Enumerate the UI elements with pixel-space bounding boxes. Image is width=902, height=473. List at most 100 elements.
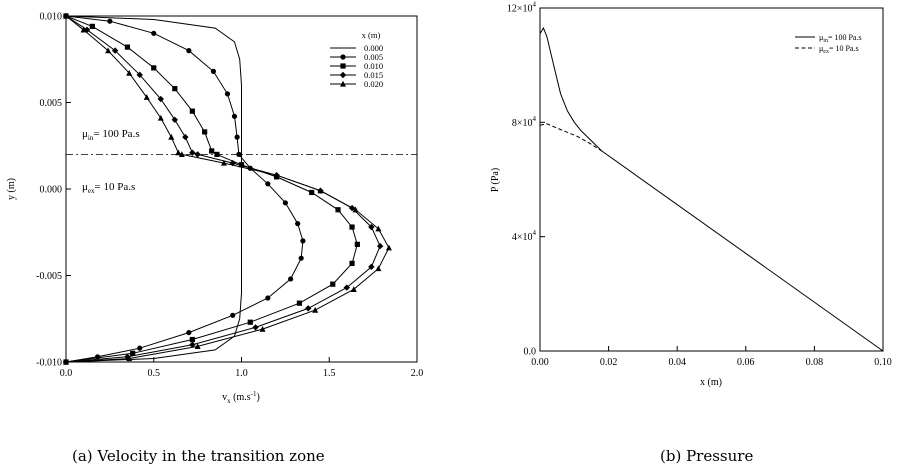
data-point [350, 286, 357, 292]
data-point [234, 134, 240, 140]
pressure-y-axis-label: P (Pa) [490, 168, 501, 192]
x-tick-label: 0.0 [60, 368, 73, 379]
data-point [352, 206, 359, 213]
data-point [304, 305, 312, 312]
data-point [376, 242, 384, 250]
data-point [151, 65, 157, 71]
data-point [168, 133, 175, 140]
data-point [63, 358, 69, 365]
legend-marker [340, 80, 346, 87]
legend-label: μin= 100 Pa.s [819, 33, 862, 44]
data-point [89, 23, 95, 29]
data-point [171, 116, 179, 123]
data-point [126, 355, 133, 362]
data-point [317, 187, 324, 194]
data-point [194, 343, 201, 350]
data-point [375, 225, 382, 232]
data-point [209, 148, 215, 154]
velocity-series [63, 13, 360, 365]
data-point [335, 207, 341, 213]
data-point [265, 295, 271, 301]
data-point [296, 300, 303, 306]
data-point [231, 113, 238, 119]
data-point [309, 189, 315, 196]
velocity-chart: 0.0 0.5 1.0 1.5 2.0-0.010-0.0050.0000.0050.0… [6, 12, 423, 406]
legend-label: 0.015 [364, 70, 383, 80]
y-tick-label: 8×104 [512, 115, 537, 129]
y-tick-label: -0.005 [36, 271, 62, 282]
y-tick-label: 12×104 [507, 1, 537, 15]
x-tick-label: 0.5 [148, 368, 161, 379]
data-point [111, 47, 119, 54]
data-point [63, 12, 69, 19]
legend-marker [340, 54, 346, 60]
data-point [137, 345, 143, 351]
data-point [189, 341, 196, 348]
x-tick-label: 0.00 [531, 357, 549, 368]
velocity-x-axis-label: vx (m.s-1) [222, 390, 260, 405]
y-tick-label: 0.010 [40, 12, 63, 23]
data-point [259, 325, 266, 332]
data-point [300, 238, 306, 244]
x-tick-label: 0.04 [668, 357, 686, 368]
data-point [136, 71, 143, 79]
legend-label: μex= 10 Pa.s [819, 44, 859, 55]
y-tick-label: 4×104 [512, 229, 537, 243]
data-point [349, 260, 355, 266]
data-point [312, 306, 319, 313]
data-point [189, 336, 195, 343]
data-point [265, 181, 271, 187]
data-point [124, 44, 131, 50]
x-tick-label: 2.0 [411, 368, 424, 379]
series-line [65, 15, 358, 363]
pressure-caption: (b) Pressure [660, 447, 754, 465]
y-tick-label: 0.000 [40, 185, 63, 196]
legend-marker [340, 63, 346, 69]
data-point [282, 200, 288, 206]
x-tick-label: 1.0 [235, 368, 248, 379]
legend-label: 0.000 [364, 43, 383, 53]
series-line [65, 15, 242, 363]
data-point [298, 255, 304, 261]
x-tick-label: 0.10 [874, 357, 892, 368]
pressure-chart: 0.00 0.02 0.04 0.06 0.08 0.10 0.0 4×104 8×104 12×… [490, 1, 892, 389]
data-point [157, 95, 164, 103]
data-point [247, 319, 253, 325]
data-point [252, 324, 259, 331]
data-point [151, 30, 157, 36]
mu-in-series-line [539, 26, 884, 352]
data-point [288, 276, 294, 282]
data-point [107, 18, 113, 24]
data-point [189, 108, 195, 114]
mu-in-annotation: μin= 100 Pa.s [82, 128, 140, 142]
data-point [175, 149, 182, 156]
legend-label: 0.005 [364, 52, 383, 62]
data-point [236, 151, 242, 157]
data-point [238, 162, 245, 168]
data-point [330, 281, 336, 287]
pressure-x-axis-label: x (m) [700, 377, 722, 388]
data-point [130, 350, 136, 356]
data-point [105, 47, 112, 54]
data-point [368, 223, 375, 231]
data-point [343, 284, 350, 291]
data-point [157, 114, 164, 121]
data-point [214, 151, 220, 157]
data-point [354, 241, 360, 247]
data-point [295, 221, 301, 227]
data-point [80, 26, 87, 33]
mu-ex-annotation: μex= 10 Pa.s [82, 181, 135, 195]
x-tick-label: 1.5 [323, 368, 336, 379]
data-point [273, 171, 280, 178]
y-tick-label: 0.005 [40, 98, 63, 109]
legend-label: 0.020 [364, 79, 383, 89]
legend-title: x (m) [362, 30, 381, 40]
data-point [178, 151, 185, 157]
data-point [182, 133, 189, 141]
velocity-caption: (a) Velocity in the transition zone [72, 447, 325, 465]
data-point [375, 265, 382, 272]
x-tick-label: 0.02 [600, 357, 618, 368]
